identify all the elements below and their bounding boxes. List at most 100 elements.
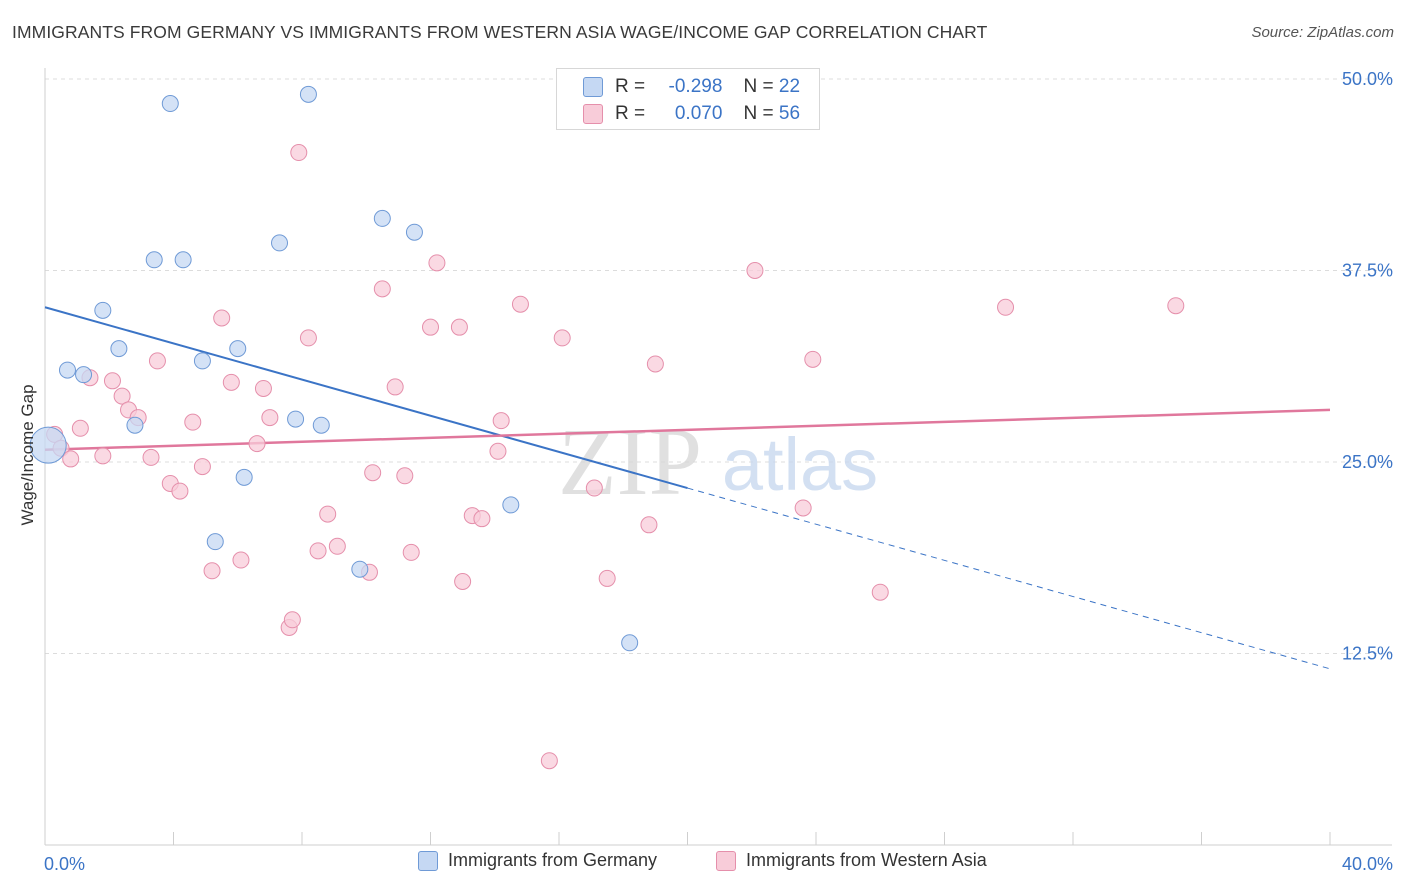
data-point-germany (94, 301, 112, 319)
tick-labels: 12.5% 25.0% 37.5% 50.0% 0.0% 40.0% (44, 69, 1393, 874)
data-point-western-asia (290, 144, 308, 162)
data-point-western-asia (585, 479, 603, 497)
data-point-western-asia (598, 569, 616, 587)
stats-swatch-western-asia (583, 104, 603, 124)
series-germany (29, 85, 639, 652)
data-point-western-asia (193, 458, 211, 476)
data-point-western-asia (640, 516, 658, 534)
data-point-western-asia (489, 442, 507, 460)
data-point-western-asia (422, 318, 439, 336)
data-point-western-asia (94, 447, 112, 465)
stats-n-label: N = (743, 76, 774, 97)
watermark-atlas: atlas (722, 423, 878, 506)
data-point-germany (299, 85, 317, 103)
data-point-western-asia (299, 329, 317, 347)
data-point-germany (287, 410, 305, 428)
legend-label-germany: Immigrants from Germany (448, 850, 658, 870)
legend-swatch-western-asia (716, 850, 736, 871)
data-point-western-asia (402, 543, 420, 561)
stats-legend: R = -0.298 N = 22 R = 0.070 N = 56 (556, 68, 820, 130)
data-point-germany (110, 340, 128, 358)
data-point-western-asia (804, 350, 822, 368)
data-point-western-asia (171, 482, 189, 500)
stats-r-label: R = (615, 76, 646, 97)
stats-swatch-germany (583, 77, 603, 97)
data-point-germany (174, 251, 192, 269)
y-tick-label: 25.0% (1342, 452, 1393, 472)
data-point-germany (405, 223, 423, 241)
bottom-legend: Immigrants from Germany Immigrants from … (0, 850, 1406, 878)
data-point-western-asia (871, 583, 889, 601)
grid-lines (45, 78, 1392, 654)
source-credit: Source: ZipAtlas.com (1251, 24, 1394, 41)
data-point-germany (75, 366, 93, 384)
data-point-western-asia (794, 499, 812, 517)
x-tick-label: 40.0% (1342, 854, 1393, 874)
stats-r-value: -0.298 (668, 76, 723, 97)
data-point-western-asia (428, 254, 446, 272)
data-point-germany (621, 634, 639, 652)
legend-swatch-germany (418, 850, 438, 871)
axes (44, 68, 1392, 846)
data-point-western-asia (1167, 297, 1185, 315)
data-point-germany (351, 560, 369, 578)
data-point-western-asia (328, 537, 346, 555)
data-point-germany (235, 468, 253, 486)
data-point-germany (126, 416, 144, 434)
stats-n-value: 22 (778, 76, 801, 97)
stats-n-label: N = (743, 103, 774, 124)
data-point-western-asia (213, 309, 231, 327)
data-point-germany (58, 361, 76, 379)
data-point-western-asia (62, 450, 80, 468)
data-point-western-asia (142, 448, 160, 466)
watermark: ZIP atlas (558, 408, 878, 515)
data-point-western-asia (373, 280, 391, 298)
data-point-western-asia (184, 413, 202, 431)
trend-line-germany-extension (687, 487, 1331, 670)
watermark-zip: ZIP (558, 408, 702, 515)
stats-row-germany: R = -0.298 N = 22 (583, 75, 800, 99)
y-tick-label: 12.5% (1342, 644, 1393, 664)
data-point-western-asia (222, 373, 240, 391)
legend-item-germany[interactable]: Immigrants from Germany (418, 850, 657, 871)
data-point-western-asia (103, 372, 121, 390)
data-point-western-asia (511, 295, 529, 313)
data-point-western-asia (997, 298, 1015, 316)
data-point-western-asia (450, 318, 468, 336)
data-point-western-asia (364, 464, 382, 482)
data-point-western-asia (232, 551, 250, 569)
x-tick-label: 0.0% (44, 854, 85, 874)
data-point-western-asia (148, 352, 166, 370)
data-point-germany (502, 496, 520, 514)
data-point-germany (229, 340, 247, 358)
legend-item-western-asia[interactable]: Immigrants from Western Asia (716, 850, 987, 871)
data-point-germany (271, 234, 289, 252)
y-tick-label: 37.5% (1342, 261, 1393, 281)
data-point-western-asia (113, 387, 131, 405)
data-point-germany (373, 209, 391, 227)
data-point-western-asia (473, 510, 491, 528)
data-point-western-asia (309, 542, 327, 560)
data-point-western-asia (386, 378, 404, 396)
data-point-germany (206, 533, 224, 551)
data-point-western-asia (396, 467, 414, 485)
chart-title: IMMIGRANTS FROM GERMANY VS IMMIGRANTS FR… (12, 22, 988, 42)
stats-row-western-asia: R = 0.070 N = 56 (583, 102, 800, 126)
data-point-germany (29, 426, 67, 464)
data-point-western-asia (319, 505, 337, 523)
data-point-western-asia (248, 435, 266, 453)
data-point-western-asia (492, 412, 510, 430)
data-point-western-asia (254, 379, 272, 397)
data-point-western-asia (646, 355, 664, 373)
trend-line-germany (44, 306, 688, 490)
data-point-germany (312, 416, 330, 434)
stats-n-value: 56 (778, 103, 801, 124)
y-tick-label: 50.0% (1342, 69, 1393, 89)
data-point-western-asia (540, 752, 558, 770)
data-point-western-asia (454, 572, 472, 590)
data-point-western-asia (261, 409, 279, 427)
data-point-western-asia (203, 562, 221, 580)
data-point-germany (145, 251, 163, 269)
data-point-germany (193, 352, 211, 370)
